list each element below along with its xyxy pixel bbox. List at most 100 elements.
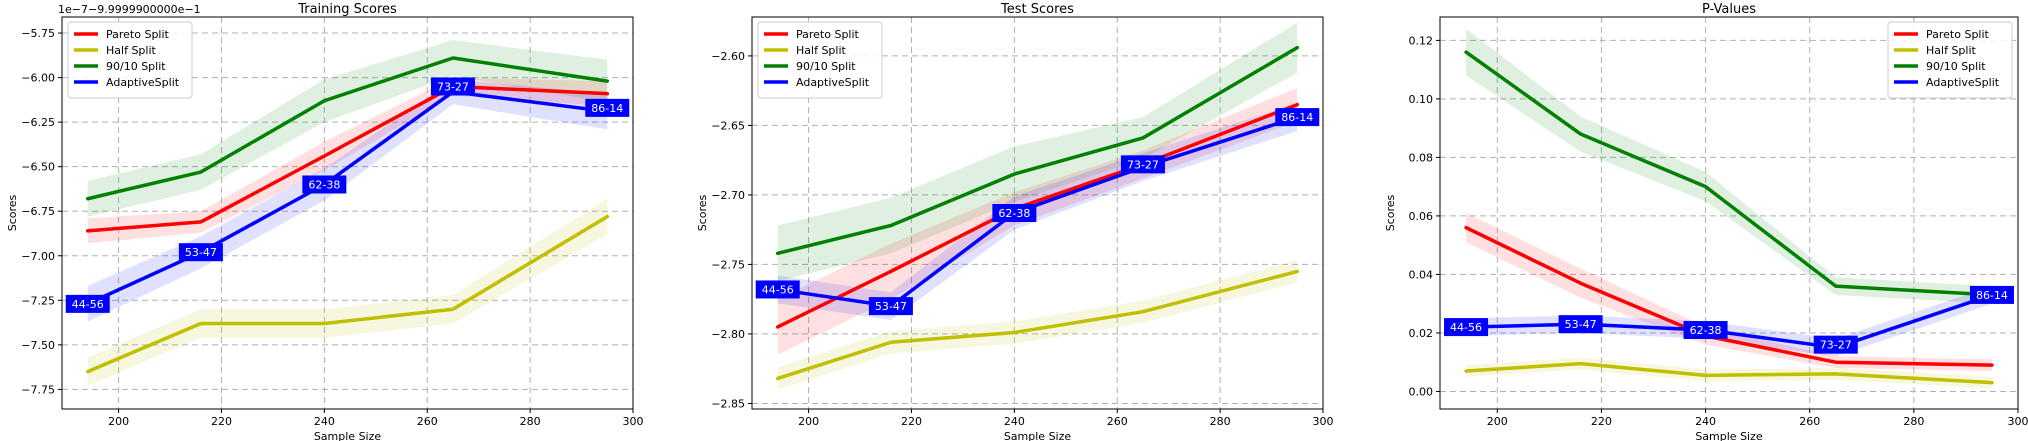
y-tick-label: −7.00: [21, 250, 55, 263]
annotation-box: [1683, 321, 1728, 340]
y-tick-label: −6.50: [21, 161, 55, 174]
y-tick-label: 0.08: [1409, 151, 1434, 164]
y-tick-label: −2.70: [711, 189, 745, 202]
annotation-box: [755, 280, 800, 299]
annotation-box: [1275, 108, 1320, 127]
chart-title: Test Scores: [1000, 2, 1074, 17]
chart-panel-3: 44-56 53-47 62-38 73-27 86-14 200 220 240 260 280…: [1384, 2, 2028, 441]
y-axis-label: Scores: [696, 194, 709, 231]
confidence-band: [87, 79, 608, 322]
x-tick-label: 220: [901, 415, 922, 428]
annotation-label: 44-56: [72, 298, 104, 311]
annotation-box: [430, 77, 475, 96]
y-tick-label: −2.85: [711, 397, 745, 410]
y-tick-label: 0.00: [1409, 385, 1434, 398]
chart-title: Training Scores: [297, 2, 397, 17]
annotation-box: [585, 98, 630, 117]
legend-label: 90/10 Split: [106, 60, 166, 73]
y-tick-label: −7.75: [21, 383, 55, 396]
x-tick-label: 240: [314, 415, 335, 428]
annotation-label: 44-56: [1450, 321, 1482, 334]
legend-label: AdaptiveSplit: [1926, 76, 2000, 89]
y-tick-label: 0.06: [1409, 210, 1434, 223]
x-tick-label: 240: [1695, 415, 1716, 428]
annotation-box: [302, 175, 347, 194]
x-axis-label: Sample Size: [1695, 430, 1763, 441]
chart-panel-2: 44-56 53-47 62-38 73-27 86-14 200 220 240 260 280…: [696, 2, 1334, 441]
y-axis-label: Scores: [1384, 194, 1397, 231]
annotation-box: [992, 204, 1037, 222]
annotation-box: [65, 294, 110, 313]
confidence-band: [87, 198, 608, 386]
plot-frame: [1439, 16, 2019, 410]
series-line: [775, 45, 1300, 256]
x-tick-label: 240: [1004, 415, 1025, 428]
series-line: [775, 269, 1300, 381]
legend-label: 90/10 Split: [796, 60, 856, 73]
x-tick-label: 220: [211, 415, 232, 428]
y-tick-label: −2.75: [711, 258, 745, 271]
legend-label: Half Split: [106, 44, 157, 57]
annotation-box: [178, 243, 223, 262]
annotation-label: 86-14: [1281, 111, 1313, 124]
annotation-label: 86-14: [1976, 289, 2008, 302]
chart-panel-1: 44-56 53-47 62-38 73-27 86-14 200 220 240 260 280…: [6, 2, 644, 441]
annotation-label: 44-56: [762, 283, 794, 296]
legend-label: AdaptiveSplit: [796, 76, 870, 89]
plot-frame: [61, 16, 634, 410]
annotation-box: [1444, 318, 1489, 337]
annotation-label: 62-38: [308, 178, 340, 191]
annotation-label: 62-38: [1690, 324, 1722, 337]
axis-offset-label: 1e−7−9.9999900000e−1: [58, 3, 201, 16]
y-tick-label: −2.65: [711, 119, 745, 132]
annotation-box: [1813, 335, 1858, 354]
x-tick-label: 300: [2008, 415, 2028, 428]
x-tick-label: 300: [1313, 415, 1334, 428]
annotation-label: 73-27: [437, 80, 469, 93]
y-tick-label: −6.00: [21, 72, 55, 85]
series-line: [1464, 50, 1994, 297]
y-tick-label: −6.75: [21, 205, 55, 218]
legend-label: Pareto Split: [106, 28, 170, 41]
legend-box: [757, 21, 883, 99]
series-line: [85, 56, 610, 201]
confidence-band: [87, 40, 608, 217]
plot-frame: [751, 16, 1324, 410]
y-tick-label: −7.25: [21, 294, 55, 307]
y-tick-label: −5.75: [21, 27, 55, 40]
y-tick-label: 0.02: [1409, 327, 1434, 340]
y-axis-label: Scores: [6, 194, 19, 231]
legend-box: [67, 21, 193, 99]
series-line: [85, 214, 610, 374]
x-tick-label: 280: [1210, 415, 1231, 428]
confidence-band: [777, 22, 1298, 282]
annotation-box: [1969, 285, 2014, 304]
y-tick-label: −6.25: [21, 116, 55, 129]
x-tick-label: 260: [1799, 415, 1820, 428]
legend-label: Pareto Split: [1926, 28, 1990, 41]
x-tick-label: 200: [798, 415, 819, 428]
annotation-box: [1120, 155, 1165, 174]
annotation-label: 73-27: [1127, 158, 1159, 171]
legend-label: 90/10 Split: [1926, 60, 1986, 73]
annotation-label: 53-47: [1565, 318, 1597, 331]
annotation-label: 53-47: [185, 246, 217, 259]
annotation-label: 86-14: [591, 102, 623, 115]
x-tick-label: 260: [1107, 415, 1128, 428]
x-axis-label: Sample Size: [314, 430, 382, 441]
x-tick-label: 300: [623, 415, 644, 428]
annotation-label: 73-27: [1820, 339, 1852, 352]
y-tick-label: −2.60: [711, 50, 745, 63]
chart-title: P-Values: [1702, 2, 1756, 17]
y-tick-label: −2.80: [711, 328, 745, 341]
annotation-label: 62-38: [998, 207, 1030, 220]
annotation-label: 53-47: [875, 300, 907, 313]
y-tick-label: 0.10: [1409, 93, 1434, 106]
annotation-box: [868, 297, 913, 316]
legend-box: [1887, 21, 2013, 99]
y-tick-label: −7.50: [21, 339, 55, 352]
x-axis-label: Sample Size: [1004, 430, 1072, 441]
legend-label: Pareto Split: [796, 28, 860, 41]
x-tick-label: 220: [1591, 415, 1612, 428]
